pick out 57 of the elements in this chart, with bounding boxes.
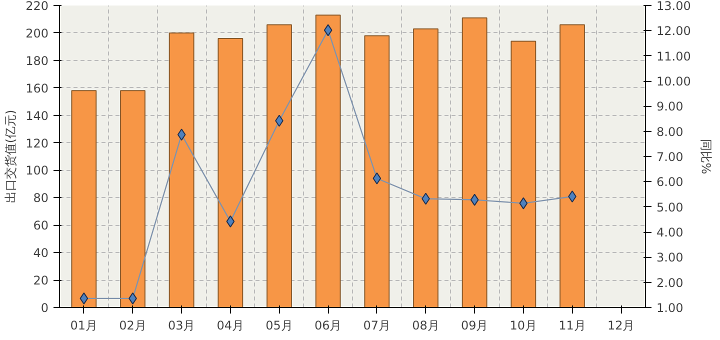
point: [519, 197, 528, 210]
x-tick-label: 06月: [314, 318, 342, 332]
x-tick-label: 10月: [510, 318, 538, 332]
bar: [413, 28, 438, 308]
y-tick-label: 220: [26, 0, 48, 13]
bar: [218, 38, 244, 308]
y2-tick-label: 13.00: [656, 0, 691, 13]
y2-tick-label: 7.00: [656, 150, 684, 164]
y-axis-title: 出口交货值(亿元): [4, 110, 18, 204]
y2-tick-label: 5.00: [656, 200, 684, 214]
point: [470, 194, 479, 206]
bar: [560, 24, 585, 308]
y2-tick-label: 9.00: [656, 100, 684, 114]
y-tick-label: 160: [26, 81, 48, 96]
point: [177, 128, 186, 141]
x-tick-label: 01月: [70, 318, 98, 332]
x-tick-label: 04月: [216, 318, 244, 332]
y2-tick-label: 10.00: [656, 74, 691, 88]
bar: [364, 35, 390, 308]
x-tick-label: 11月: [558, 318, 586, 332]
x-tick-label: 02月: [119, 318, 146, 332]
x-tick-label: 05月: [266, 318, 293, 332]
bar: [71, 90, 97, 308]
bar: [510, 40, 536, 308]
x-tick-label: 08月: [412, 318, 440, 332]
y-tick-label: 20: [33, 274, 49, 288]
y-tick-label: 140: [26, 108, 48, 123]
point: [372, 172, 382, 184]
y2-tick-label: 2.00: [656, 276, 684, 290]
y2-tick-label: 11.00: [656, 49, 691, 64]
y-tick-label: 180: [26, 54, 48, 68]
point: [226, 215, 235, 228]
y-tick-label: 200: [26, 26, 48, 40]
x-tick-label: 03月: [168, 318, 196, 332]
bar: [168, 32, 194, 308]
y-tick-label: 60: [33, 218, 49, 233]
point: [324, 24, 332, 36]
y2-tick-label: 6.00: [656, 175, 684, 190]
y2-tick-label: 8.00: [656, 124, 684, 139]
y2-tick-label: 3.00: [656, 250, 684, 265]
y-tick-label: 0: [40, 301, 49, 315]
y-tick-label: 80: [33, 191, 49, 206]
x-tick-label: 09月: [460, 318, 488, 332]
y2-tick-label: 12.00: [656, 24, 691, 38]
x-tick-label: 12月: [607, 318, 635, 332]
bar: [462, 17, 488, 308]
y2-tick-label: 4.00: [656, 226, 684, 240]
bar: [315, 14, 341, 308]
y-tick-label: 120: [26, 136, 48, 150]
y2-tick-label: 1.00: [656, 301, 684, 315]
y-tick-label: 40: [33, 246, 49, 260]
y-tick-label: 100: [26, 164, 48, 178]
y2-axis-title: 同比%: [698, 138, 713, 174]
bar: [266, 24, 292, 308]
x-tick-label: 07月: [363, 318, 391, 332]
bar: [120, 90, 146, 308]
point: [80, 292, 88, 304]
